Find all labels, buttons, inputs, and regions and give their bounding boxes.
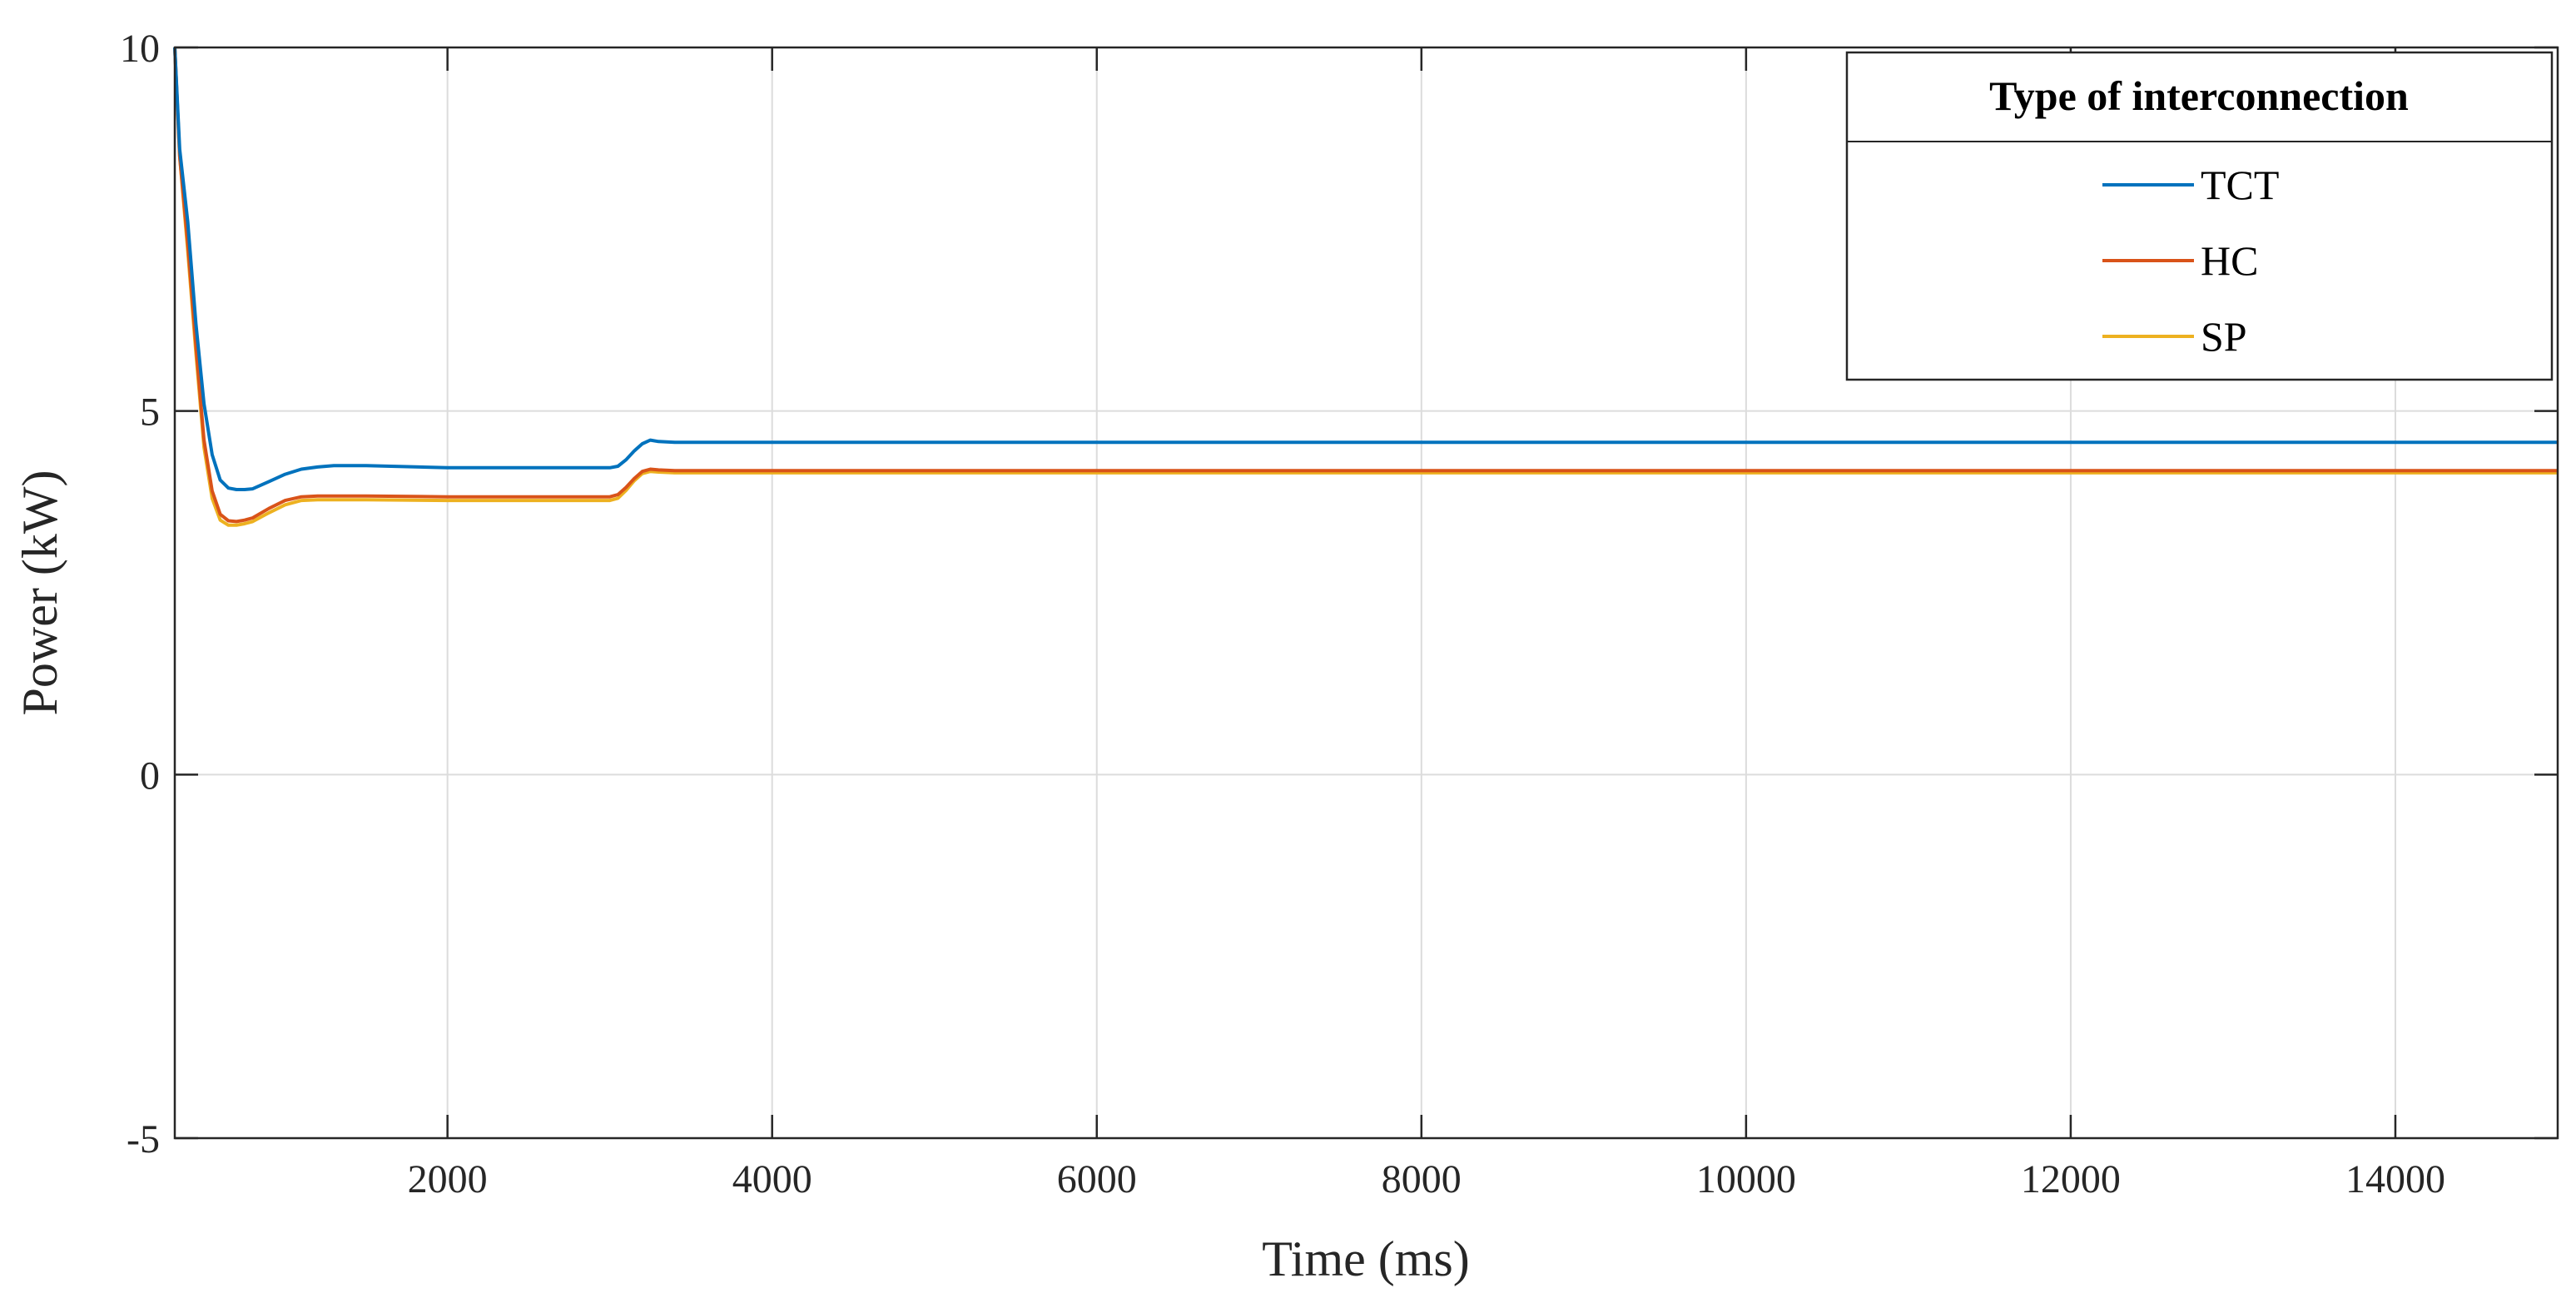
legend-title: Type of interconnection	[1989, 72, 2409, 119]
legend-label-sp: SP	[2201, 313, 2247, 360]
y-tick-label: -5	[127, 1117, 160, 1161]
y-tick-label: 10	[120, 27, 160, 71]
x-tick-label: 14000	[2345, 1157, 2445, 1201]
y-tick-label: 5	[140, 390, 160, 435]
x-tick-label: 8000	[1382, 1157, 1462, 1201]
x-tick-label: 12000	[2021, 1157, 2121, 1201]
legend-label-hc: HC	[2201, 237, 2258, 284]
x-tick-label: 4000	[732, 1157, 812, 1201]
legend-box	[1845, 51, 2554, 381]
x-tick-label: 10000	[1696, 1157, 1796, 1201]
y-axis-label: Power (kW)	[12, 470, 67, 716]
plot-frame	[173, 46, 2559, 1140]
series-line-tct	[173, 47, 2558, 491]
legend-entries: TCT HC SP	[2102, 162, 2279, 360]
y-tick-label: 0	[140, 753, 160, 798]
y-tick-labels: -5 0 5 10	[120, 27, 160, 1161]
legend-label-tct: TCT	[2201, 162, 2279, 208]
x-tick-labels: 2000 4000 6000 8000 10000 12000 14000	[408, 1157, 2445, 1201]
x-tick-label: 2000	[408, 1157, 488, 1201]
x-axis-label: Time (ms)	[1262, 1231, 1470, 1286]
x-tick-label: 6000	[1057, 1157, 1137, 1201]
legend: Type of interconnection TCT HC SP	[1845, 51, 2554, 381]
series-lines	[173, 47, 2558, 527]
series-line-hc	[173, 47, 2558, 524]
